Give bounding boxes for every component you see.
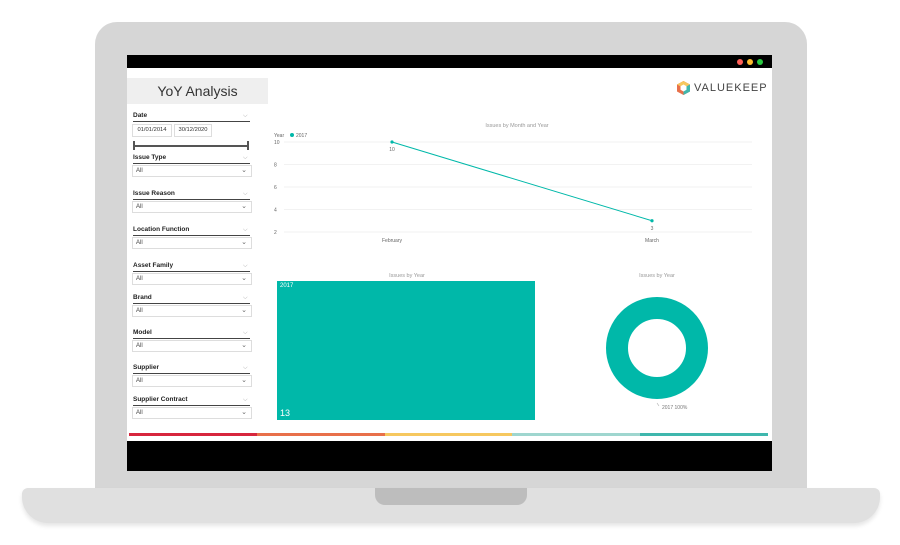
legend-title: Year bbox=[274, 133, 284, 139]
filter-dropdown-1[interactable]: All ⌄ bbox=[132, 201, 252, 213]
y-tick-label: 4 bbox=[274, 208, 277, 214]
filter-dropdown-value: All bbox=[136, 343, 143, 349]
color-bar-segment bbox=[512, 433, 641, 436]
line-chart-title: Issues by Month and Year bbox=[485, 123, 549, 129]
x-tick-label: February bbox=[382, 238, 403, 244]
maximize-window-dot[interactable] bbox=[757, 59, 763, 65]
date-range-slider[interactable] bbox=[134, 145, 248, 147]
filter-dropdown-3[interactable]: All ⌄ bbox=[132, 273, 252, 285]
date-slider-end-handle[interactable] bbox=[247, 141, 249, 150]
date-slider-start-handle[interactable] bbox=[133, 141, 135, 150]
valuekeep-logo-icon bbox=[677, 81, 690, 95]
filter-dropdown-2[interactable]: All ⌄ bbox=[132, 237, 252, 249]
filter-collapse-chevron-icon[interactable]: ⌵ bbox=[243, 365, 248, 371]
logo-text: VALUEKEEP bbox=[694, 82, 768, 94]
y-tick-label: 6 bbox=[274, 185, 277, 191]
filter-label-4: Brand bbox=[133, 294, 250, 304]
chevron-down-icon: ⌄ bbox=[241, 167, 247, 174]
series-line-2017 bbox=[391, 141, 653, 222]
color-bar-segment bbox=[640, 433, 768, 436]
filter-dropdown-7[interactable]: All ⌄ bbox=[132, 407, 252, 419]
treemap-value-label: 13 bbox=[280, 408, 291, 418]
chevron-down-icon: ⌄ bbox=[241, 275, 247, 282]
filter-label-3: Asset Family bbox=[133, 262, 250, 272]
report-canvas: YoY Analysis Date ⌵ 01/01/2014 30/12/202… bbox=[127, 68, 772, 441]
data-label: 10 bbox=[389, 147, 395, 153]
filter-collapse-chevron-icon[interactable]: ⌵ bbox=[243, 155, 248, 161]
filter-label-7: Supplier Contract bbox=[133, 396, 250, 406]
window-titlebar bbox=[127, 55, 772, 68]
filter-dropdown-value: All bbox=[136, 204, 143, 210]
color-bar-segment bbox=[384, 433, 513, 436]
donut-title: Issues by Year bbox=[639, 273, 675, 279]
brand-color-bar bbox=[129, 433, 768, 436]
treemap-category-label: 2017 bbox=[280, 283, 294, 289]
date-filter-label: Date bbox=[133, 112, 250, 122]
donut-data-label: 2017 100% bbox=[662, 405, 688, 411]
chevron-down-icon: ⌄ bbox=[241, 239, 247, 246]
color-bar-segment bbox=[129, 433, 257, 436]
filter-dropdown-4[interactable]: All ⌄ bbox=[132, 305, 252, 317]
legend-marker-2017 bbox=[290, 133, 294, 137]
screen: YoY Analysis Date ⌵ 01/01/2014 30/12/202… bbox=[127, 55, 772, 471]
treemap-title: Issues by Year bbox=[389, 273, 425, 279]
y-tick-label: 10 bbox=[274, 140, 280, 146]
data-point-march[interactable] bbox=[650, 219, 654, 223]
filter-dropdown-0[interactable]: All ⌄ bbox=[132, 165, 252, 177]
filter-dropdown-value: All bbox=[136, 240, 143, 246]
date-filter-chevron-icon[interactable]: ⌵ bbox=[243, 113, 248, 119]
x-tick-label: March bbox=[645, 238, 659, 244]
page-title-text: YoY Analysis bbox=[157, 83, 238, 99]
filter-label-6: Supplier bbox=[133, 364, 250, 374]
filter-collapse-chevron-icon[interactable]: ⌵ bbox=[243, 330, 248, 336]
line-chart: Year 2017 2 4 6 8 10 10 February 3 March bbox=[274, 133, 752, 244]
y-tick-label: 2 bbox=[274, 230, 277, 236]
legend-series-name: 2017 bbox=[296, 133, 307, 139]
minimize-window-dot[interactable] bbox=[747, 59, 753, 65]
filter-label-2: Location Function bbox=[133, 226, 250, 236]
filter-collapse-chevron-icon[interactable]: ⌵ bbox=[243, 227, 248, 233]
y-tick-label: 8 bbox=[274, 163, 277, 169]
filter-dropdown-value: All bbox=[136, 168, 143, 174]
filter-label-5: Model bbox=[133, 329, 250, 339]
screen-bottom-bezel bbox=[127, 441, 772, 471]
filter-collapse-chevron-icon[interactable]: ⌵ bbox=[243, 263, 248, 269]
filter-dropdown-value: All bbox=[136, 276, 143, 282]
donut-label-leader bbox=[656, 402, 660, 407]
date-start-input[interactable]: 01/01/2014 bbox=[132, 124, 172, 137]
filter-collapse-chevron-icon[interactable]: ⌵ bbox=[243, 397, 248, 403]
filter-dropdown-value: All bbox=[136, 378, 143, 384]
filter-label-0: Issue Type bbox=[133, 154, 250, 164]
close-window-dot[interactable] bbox=[737, 59, 743, 65]
chevron-down-icon: ⌄ bbox=[241, 377, 247, 384]
filter-collapse-chevron-icon[interactable]: ⌵ bbox=[243, 191, 248, 197]
page-title: YoY Analysis bbox=[127, 78, 268, 104]
chevron-down-icon: ⌄ bbox=[241, 203, 247, 210]
filter-collapse-chevron-icon[interactable]: ⌵ bbox=[243, 295, 248, 301]
chevron-down-icon: ⌄ bbox=[241, 409, 247, 416]
filter-label-1: Issue Reason bbox=[133, 190, 250, 200]
laptop-notch bbox=[375, 488, 527, 505]
data-point-february[interactable] bbox=[390, 140, 394, 144]
treemap-tile-2017[interactable]: 2017 13 bbox=[277, 281, 535, 420]
valuekeep-logo: VALUEKEEP bbox=[677, 81, 768, 95]
data-label: 3 bbox=[651, 226, 654, 232]
donut-slice-2017[interactable] bbox=[606, 297, 708, 399]
chevron-down-icon: ⌄ bbox=[241, 342, 247, 349]
date-end-input[interactable]: 30/12/2020 bbox=[174, 124, 212, 137]
filter-dropdown-6[interactable]: All ⌄ bbox=[132, 375, 252, 387]
color-bar-segment bbox=[256, 433, 385, 436]
filter-dropdown-value: All bbox=[136, 410, 143, 416]
chevron-down-icon: ⌄ bbox=[241, 307, 247, 314]
filter-dropdown-5[interactable]: All ⌄ bbox=[132, 340, 252, 352]
donut-chart bbox=[606, 297, 708, 407]
filter-dropdown-value: All bbox=[136, 308, 143, 314]
